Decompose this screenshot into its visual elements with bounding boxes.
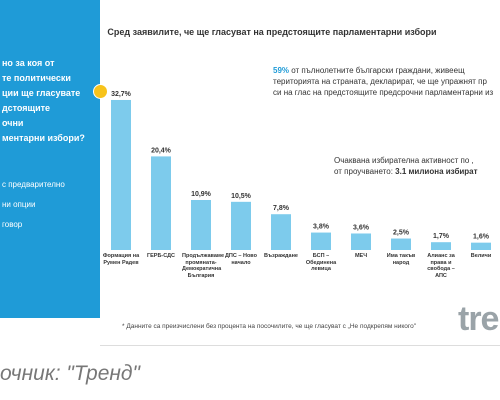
x-tick-label: МЕЧ <box>354 253 368 259</box>
value-label: 10,5% <box>231 193 252 200</box>
note-line: с предварително <box>2 180 65 189</box>
note-line: говор <box>2 220 23 229</box>
value-label: 32,7% <box>111 91 132 98</box>
annotation-bold: 3.1 милиона избират <box>395 166 478 176</box>
bar <box>351 233 371 250</box>
bar <box>431 242 451 250</box>
annotation-line: Очаквана избирателна активност по , <box>334 156 478 167</box>
value-label: 2,5% <box>393 230 410 237</box>
annotation: Очаквана избирателна активност по , от пр… <box>334 156 478 178</box>
chart-title: Сред заявилите, че ще гласуват на предст… <box>107 27 436 37</box>
value-label: 3,8% <box>313 224 330 231</box>
bar <box>231 201 251 250</box>
bar <box>311 232 331 250</box>
annotation-line: си на глас на предстоящите предсрочни па… <box>273 88 493 99</box>
annotation-text: от проучването: <box>334 166 393 176</box>
bar <box>271 214 291 250</box>
annotation-line: от проучването: 3.1 милиона избират <box>334 167 478 178</box>
bar <box>471 242 491 250</box>
annotation-line: територията на страната, декларират, че … <box>273 77 493 88</box>
note-line: ни опции <box>2 200 36 209</box>
bar <box>151 156 171 250</box>
annotation-line: 59% от пълнолетните български граждани, … <box>273 66 493 77</box>
question-line: те политически <box>2 73 71 83</box>
question-line: дстоящите <box>2 103 51 113</box>
x-tick-label: Формация на Румен Радев <box>102 253 140 266</box>
value-label: 1,6% <box>473 234 490 241</box>
question-line: ции ще гласувате <box>2 88 81 98</box>
x-tick-label: Величи <box>470 253 492 259</box>
bar <box>391 238 411 250</box>
bar <box>111 99 131 250</box>
annotation-text: Очаквана избирателна активност по , <box>334 156 474 165</box>
x-tick-label: ГЕРБ-СДС <box>146 253 176 259</box>
logo: tre <box>458 300 499 338</box>
x-tick-label: БСП – Обединена левица <box>305 253 337 273</box>
sidebar: но за коя от те политически ции ще гласува… <box>0 0 100 318</box>
annotation: 59% от пълнолетните български граждани, … <box>273 66 493 98</box>
annotation-bold: 59% <box>273 66 290 75</box>
value-label: 7,8% <box>273 205 290 212</box>
x-tick-label: Има такъв народ <box>386 253 416 266</box>
question-line: очни <box>2 118 24 128</box>
x-tick-label: Продължаваме промяната-Демократична Бълг… <box>182 253 225 279</box>
value-label: 20,4% <box>151 147 172 154</box>
annotation-text: територията на страната, декларират, че … <box>273 76 487 86</box>
annotation-text: си на глас на предстоящите предсрочни па… <box>273 87 494 97</box>
footnote: * Данните са преизчислени без процента н… <box>122 322 417 330</box>
caption: очник: "Тренд" <box>0 362 140 385</box>
marker-dot <box>93 84 108 99</box>
x-tick-label: Алианс за права и свобода – АПС <box>427 253 455 279</box>
value-label: 1,7% <box>433 233 450 240</box>
bar <box>191 199 211 250</box>
value-label: 10,9% <box>191 191 212 198</box>
x-tick-label: Възраждане <box>264 253 298 259</box>
chart-frame <box>100 0 500 346</box>
question-line: ментарни избори? <box>2 133 85 143</box>
x-tick-label: ДПС – Ново начало <box>225 253 257 266</box>
annotation-text: от пълнолетните български граждани, живе… <box>291 66 465 75</box>
question-line: но за коя от <box>2 58 55 68</box>
value-label: 3,6% <box>353 224 370 231</box>
